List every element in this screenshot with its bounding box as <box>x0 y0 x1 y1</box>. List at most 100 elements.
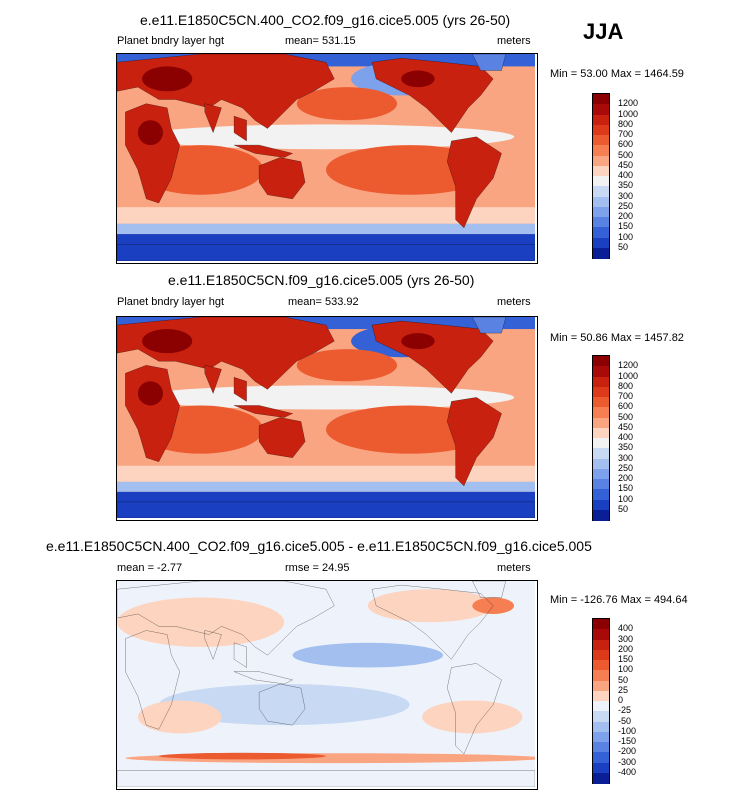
greenland-landmass <box>472 581 505 597</box>
colorbar-swatch <box>593 629 609 640</box>
colorbar-tick-label: -25 <box>618 705 632 716</box>
colorbar-tick-label: 250 <box>618 200 634 211</box>
colorbar-swatch <box>593 509 609 521</box>
season-label: JJA <box>583 19 624 44</box>
colorbar-tick-label: 1200 <box>618 360 639 371</box>
panel-3-title: e.e11.E1850C5CN.400_CO2.f09_g16.cice5.00… <box>46 538 592 554</box>
panel-3-mean-label: mean = -2.77 <box>117 562 183 574</box>
panel-1-minmax-label: Min = 53.00 Max = 1464.59 <box>550 68 684 80</box>
colorbar-swatch <box>593 94 609 105</box>
diff-field-patch <box>422 700 523 734</box>
colorbar-tick-label: -100 <box>618 725 637 736</box>
colorbar-swatch <box>593 670 609 681</box>
panel-1-units-label: meters <box>497 35 531 47</box>
colorbar-tick-label: 200 <box>618 211 634 221</box>
colorbar-tick-label: 500 <box>618 149 634 160</box>
north-pacific-field-patch <box>296 87 398 121</box>
colorbar-swatch <box>593 247 609 259</box>
colorbar-tick-label: 200 <box>618 473 634 483</box>
australia-landmass <box>259 684 305 725</box>
colorbar-tick-label: -150 <box>618 736 637 746</box>
india-landmass <box>205 365 222 393</box>
colorbar-tick-label: 800 <box>618 380 634 391</box>
colorbar-swatch <box>593 448 609 459</box>
antarctic-field-band <box>117 234 535 261</box>
colorbar-swatch <box>593 356 609 367</box>
eurasia-high-field-patch <box>142 66 193 92</box>
colorbar-swatch <box>593 114 609 126</box>
colorbar-tick-label: 250 <box>618 462 634 473</box>
greenland-landmass <box>472 54 505 71</box>
colorbar-tick-label: 1000 <box>618 108 639 119</box>
colorbar-swatch <box>593 217 609 228</box>
colorbar-swatch <box>593 145 609 156</box>
colorbar-tick-label: 600 <box>618 139 634 150</box>
colorbar-tick-label: 350 <box>618 180 634 191</box>
diff-field-patch <box>137 700 222 734</box>
north-america-landmass <box>372 585 493 659</box>
colorbar-tick-label: 50 <box>618 503 629 514</box>
colorbar-swatch <box>593 752 609 763</box>
southeast-asia-landmass <box>234 643 247 668</box>
colorbar-tick-label: 800 <box>618 118 634 129</box>
colorbar-swatch <box>593 711 609 722</box>
colorbar-tick-label: 1200 <box>618 98 639 109</box>
colorbar-tick-label: 25 <box>618 684 629 695</box>
antarctica-landmass <box>117 244 535 261</box>
southern-ocean-band <box>117 465 535 482</box>
colorbar-tick-label: -50 <box>618 715 632 726</box>
colorbar-tick-label: 400 <box>618 432 634 442</box>
colorbar-swatch <box>593 376 609 388</box>
panel-1-map <box>116 53 538 264</box>
south-america-landmass <box>447 397 501 485</box>
panel-3-minmax-label: Min = -126.76 Max = 494.64 <box>550 594 688 606</box>
colorbar-tick-label: 300 <box>618 190 634 201</box>
colorbar-tick-label: -300 <box>618 756 637 767</box>
colorbar-box <box>592 355 610 521</box>
diff-field-patch <box>158 684 410 726</box>
colorbar-tick-label: -200 <box>618 746 637 757</box>
colorbar-tick-label: 450 <box>618 421 634 432</box>
south-america-landmass <box>447 663 501 754</box>
colorbar-tick-label: 150 <box>618 221 634 232</box>
equatorial-field-band <box>137 385 515 410</box>
africa-landmass <box>125 630 179 729</box>
colorbar-swatch <box>593 407 609 418</box>
colorbar-swatch <box>593 206 609 218</box>
colorbar-tick-label: 350 <box>618 442 634 453</box>
panel-2-mean-label: mean= 533.92 <box>288 296 359 308</box>
colorbar-swatch <box>593 649 609 661</box>
panel-1-mean-label: mean= 531.15 <box>285 35 356 47</box>
colorbar-tick-label: 700 <box>618 129 634 139</box>
southeast-asia-landmass <box>234 116 247 141</box>
panel-3-rmse-label: rmse = 24.95 <box>285 562 350 574</box>
panel-3-units-label: meters <box>497 562 531 574</box>
colorbar-swatch <box>593 489 609 500</box>
colorbar-tick-label: 100 <box>618 493 634 504</box>
colorbar-swatch <box>593 237 609 249</box>
panel-1-colorbar: 1200 1000 800 700 600 500 450 400 350 300 250 200 15… <box>592 93 652 263</box>
india-landmass <box>205 104 222 133</box>
panel-3-colorbar: 400 300 200 150 100 50 25 0 -25 -50 -100 -150 -200 -3… <box>592 618 652 788</box>
antarctica-landmass <box>117 502 535 518</box>
colorbar-swatch <box>593 762 609 774</box>
colorbar-swatch <box>593 176 609 187</box>
eurasia-landmass <box>117 581 334 655</box>
colorbar-tick-label: 500 <box>618 411 634 422</box>
colorbar-tick-label: 200 <box>618 643 634 654</box>
panel-2-units-label: meters <box>497 296 531 308</box>
colorbar-box <box>592 93 610 259</box>
diff-field-patch <box>292 642 444 668</box>
colorbar-swatch <box>593 104 609 115</box>
india-landmass <box>205 630 222 659</box>
colorbar-tick-label: 50 <box>618 674 629 685</box>
antarctica-landmass <box>117 771 535 787</box>
colorbar-tick-label: 300 <box>618 633 634 644</box>
south-america-landmass <box>447 137 501 228</box>
north-pacific-field-patch <box>296 349 398 382</box>
colorbar-swatch <box>593 468 609 480</box>
colorbar-tick-label: 400 <box>618 170 634 180</box>
colorbar-tick-label: 0 <box>618 695 624 705</box>
panel-1-title: e.e11.E1850C5CN.400_CO2.f09_g16.cice5.00… <box>140 12 511 28</box>
colorbar-swatch <box>593 660 609 671</box>
